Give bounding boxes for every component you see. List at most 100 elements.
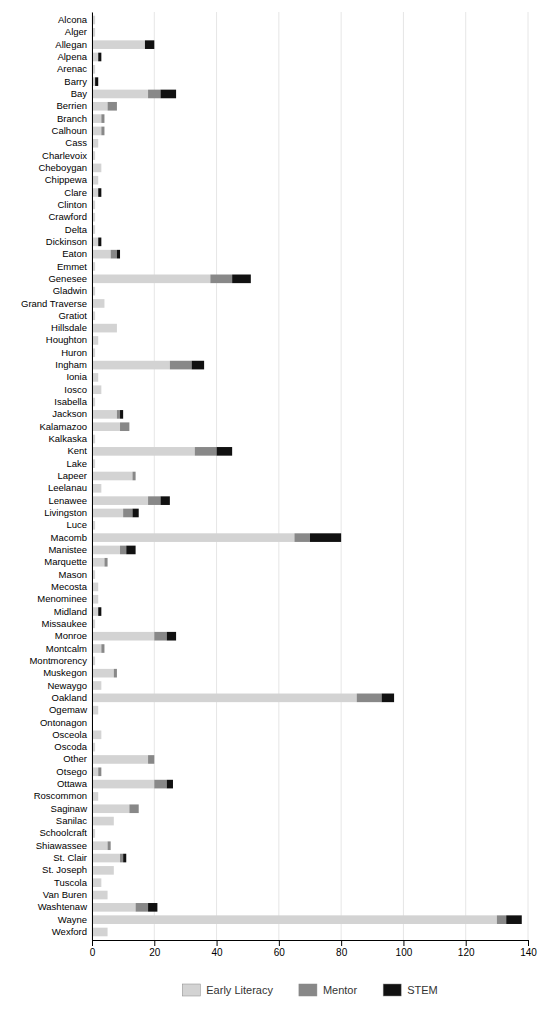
tick: Charlevoix	[42, 150, 92, 161]
bar	[101, 385, 102, 394]
bar	[95, 657, 96, 666]
tick: Ogemaw	[49, 704, 92, 715]
bar	[92, 804, 129, 813]
tick: Montcalm	[46, 643, 92, 654]
tick: Osceola	[52, 729, 92, 740]
tick: Kent	[67, 445, 92, 456]
tick-label: Livingston	[44, 507, 87, 518]
bar	[110, 841, 111, 850]
legend-swatch	[383, 984, 401, 996]
plot: 020406080100120140AlconaAlgerAlleganAlpe…	[21, 12, 537, 958]
tick-label: Wayne	[58, 914, 87, 925]
tick: St. Joseph	[42, 864, 92, 875]
bar	[104, 114, 105, 123]
bar	[114, 669, 117, 678]
bar	[92, 422, 120, 431]
bar	[101, 484, 102, 493]
tick: Monroe	[55, 630, 92, 641]
tick: Barry	[64, 76, 92, 87]
tick: Branch	[57, 113, 92, 124]
tick: Livingston	[44, 507, 92, 518]
tick: Midland	[54, 606, 92, 617]
bar	[120, 422, 129, 431]
tick-label: Gratiot	[58, 310, 87, 321]
bar	[101, 878, 102, 887]
bar	[95, 77, 98, 86]
bar	[116, 324, 117, 333]
tick-label: Tuscola	[54, 877, 88, 888]
tick-label: Marquette	[44, 556, 87, 567]
bar	[95, 151, 96, 160]
tick-label: 60	[274, 947, 286, 958]
bar	[154, 755, 155, 764]
tick-label: Wexford	[52, 926, 87, 937]
bar	[113, 817, 114, 826]
tick: Cheboygan	[38, 162, 92, 173]
bar	[107, 928, 108, 937]
bar	[129, 804, 138, 813]
bar	[167, 780, 173, 789]
tick: Lapeer	[57, 470, 92, 481]
tick-label: Missaukee	[42, 618, 87, 629]
bar	[310, 533, 341, 542]
tick: Washtenaw	[38, 901, 92, 912]
bar	[382, 694, 394, 703]
bar	[167, 632, 176, 641]
tick: 100	[396, 940, 413, 958]
bar	[101, 681, 102, 690]
bar	[506, 915, 522, 924]
x-axis: 020406080100120140	[90, 940, 538, 958]
bar	[154, 780, 166, 789]
tick-label: Lapeer	[57, 470, 87, 481]
bar	[357, 694, 382, 703]
legend-item: STEM	[383, 984, 438, 996]
bar	[98, 792, 99, 801]
bar	[107, 928, 108, 937]
bar	[148, 496, 160, 505]
tick: 80	[336, 940, 348, 958]
chart: 020406080100120140AlconaAlgerAlleganAlpe…	[0, 0, 550, 1024]
bar	[95, 65, 96, 74]
bar	[95, 262, 96, 271]
bar	[497, 915, 506, 924]
tick: Ingham	[55, 359, 92, 370]
tick: Jackson	[52, 408, 92, 419]
tick-label: Washtenaw	[38, 901, 87, 912]
tick-label: 100	[396, 947, 413, 958]
bar	[95, 435, 96, 444]
tick-label: Berrien	[56, 100, 87, 111]
tick: Clare	[64, 187, 92, 198]
tick-label: 40	[212, 947, 224, 958]
tick: Leelanau	[48, 482, 92, 493]
bar	[98, 706, 99, 715]
bar	[107, 891, 108, 900]
tick-label: Chippewa	[45, 174, 88, 185]
tick-label: Ingham	[55, 359, 87, 370]
bar	[92, 694, 357, 703]
tick-label: 0	[90, 947, 96, 958]
legend-swatch	[182, 984, 200, 996]
tick: Wayne	[58, 914, 92, 925]
tick: Oscoda	[54, 741, 92, 752]
tick-label: Oakland	[52, 692, 87, 703]
bar	[107, 891, 108, 900]
tick-mark	[279, 940, 280, 946]
tick: Oakland	[52, 692, 92, 703]
bar	[132, 472, 135, 481]
tick-mark	[154, 940, 155, 946]
bar	[95, 459, 96, 468]
tick-label: 140	[520, 947, 537, 958]
tick-label: Clinton	[57, 199, 87, 210]
bar	[136, 903, 148, 912]
tick: Chippewa	[45, 174, 92, 185]
bar	[95, 829, 96, 838]
bar	[95, 151, 96, 160]
tick-label: Other	[63, 753, 87, 764]
bar	[95, 743, 96, 752]
tick: Roscommon	[34, 790, 92, 801]
tick: 0	[90, 940, 96, 958]
bar	[92, 928, 108, 937]
tick-label: Manistee	[48, 544, 87, 555]
tick: 40	[212, 940, 224, 958]
tick-label: Kalamazoo	[39, 421, 87, 432]
